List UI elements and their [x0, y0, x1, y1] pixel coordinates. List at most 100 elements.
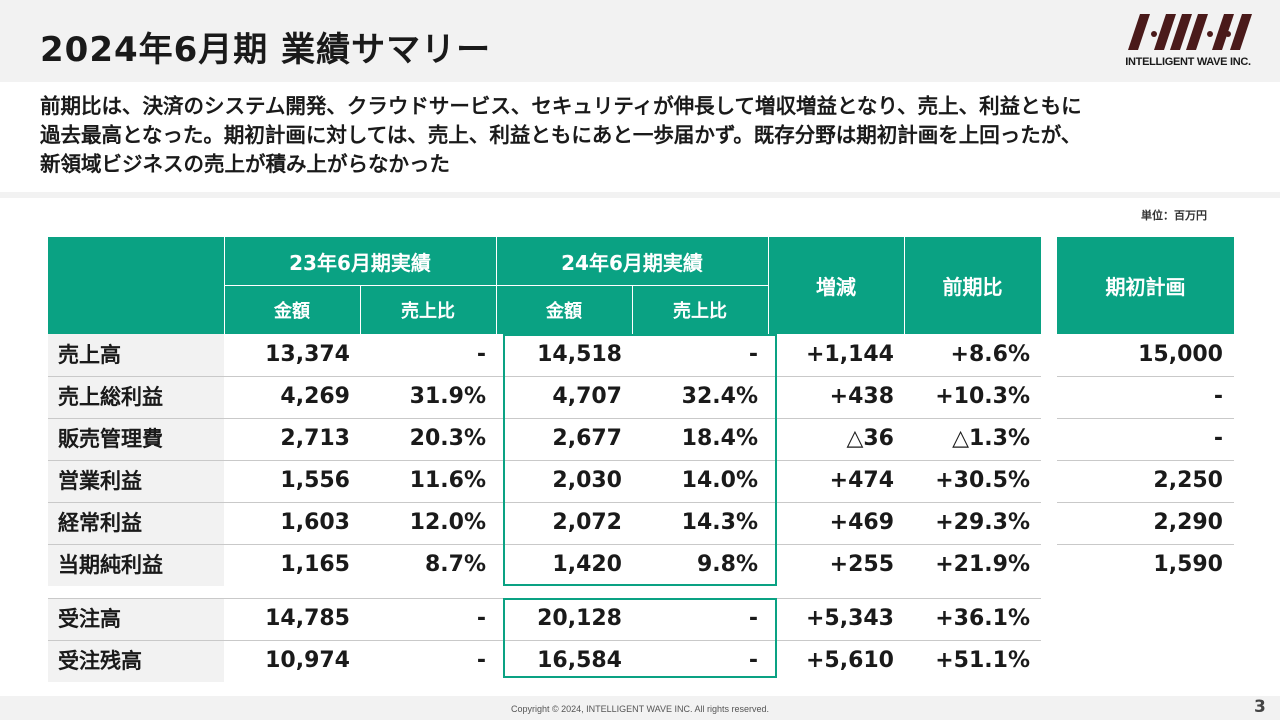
summary-line: 前期比は、決済のシステム開発、クラウドサービス、セキュリティが伸長して増収増益と… [40, 94, 1082, 118]
plan: - [1213, 384, 1223, 409]
plan: 1,590 [1153, 552, 1223, 577]
change: +5,343 [805, 606, 894, 631]
fy23-amount: 1,165 [280, 552, 350, 577]
yoy: +21.9% [935, 552, 1030, 577]
row-separator [48, 376, 1041, 377]
title-band [0, 0, 1280, 82]
logo-mark-icon [1128, 14, 1252, 50]
plan: - [1213, 426, 1223, 451]
change: △36 [846, 426, 894, 451]
header-fy24-amount: 金額 [496, 286, 632, 334]
yoy: +51.1% [935, 648, 1030, 673]
page-number: 3 [1254, 697, 1266, 717]
fy24-ratio: 32.4% [681, 384, 758, 409]
fy23-ratio: 20.3% [409, 426, 486, 451]
row-separator [48, 640, 1041, 641]
fy24-ratio: - [748, 342, 758, 367]
fy24-amount: 16,584 [537, 648, 622, 673]
page-title: 2024年6月期 業績サマリー [40, 30, 492, 70]
header-fy23-ratio: 売上比 [360, 286, 496, 334]
yoy: +36.1% [935, 606, 1030, 631]
row-separator [1057, 418, 1234, 419]
plan: 2,250 [1153, 468, 1223, 493]
header-change: 増減 [768, 237, 904, 334]
header-fy24: 24年6月期実績 [496, 237, 768, 285]
fy24-highlight-box [503, 334, 777, 586]
header-fy23-amount: 金額 [224, 286, 360, 334]
header-divider [904, 237, 905, 334]
summary-text: 前期比は、決済のシステム開発、クラウドサービス、セキュリティが伸長して増収増益と… [40, 92, 1260, 179]
row-separator [48, 502, 1041, 503]
row-separator [1057, 460, 1234, 461]
fy24-amount: 20,128 [537, 606, 622, 631]
header-divider [768, 237, 769, 334]
fy23-amount: 10,974 [265, 648, 350, 673]
row-label: 売上高 [58, 343, 121, 367]
yoy: +29.3% [935, 510, 1030, 535]
change: +255 [829, 552, 894, 577]
fy24-ratio: 9.8% [696, 552, 758, 577]
fy24-ratio: - [748, 606, 758, 631]
separator-band [0, 192, 1280, 198]
header-divider [360, 286, 361, 334]
change: +469 [829, 510, 894, 535]
row-separator [1057, 376, 1234, 377]
fy24-highlight-box [503, 598, 777, 678]
yoy: △1.3% [952, 426, 1030, 451]
fy23-ratio: 12.0% [409, 510, 486, 535]
fy23-amount: 14,785 [265, 606, 350, 631]
fy23-ratio: - [476, 606, 486, 631]
fy23-amount: 1,556 [280, 468, 350, 493]
yoy: +10.3% [935, 384, 1030, 409]
fy24-ratio: 14.0% [681, 468, 758, 493]
row-separator [48, 418, 1041, 419]
logo-wordmark: INTELLIGENT WAVE INC. [1125, 56, 1251, 68]
fy24-amount: 1,420 [552, 552, 622, 577]
plan: 15,000 [1138, 342, 1223, 367]
fy24-ratio: 14.3% [681, 510, 758, 535]
header-fy24-ratio: 売上比 [632, 286, 768, 334]
row-separator [1057, 544, 1234, 545]
unit-label: 単位：百万円 [1141, 209, 1207, 222]
header-plan: 期初計画 [1057, 237, 1234, 334]
summary-line: 過去最高となった。期初計画に対しては、売上、利益ともにあと一歩届かず。既存分野は… [40, 123, 1082, 147]
change: +438 [829, 384, 894, 409]
row-label: 受注残高 [58, 649, 142, 673]
fy24-amount: 14,518 [537, 342, 622, 367]
fy23-ratio: - [476, 648, 486, 673]
fy23-amount: 4,269 [280, 384, 350, 409]
row-label: 営業利益 [58, 469, 142, 493]
fy23-ratio: - [476, 342, 486, 367]
plan: 2,290 [1153, 510, 1223, 535]
fy23-ratio: 11.6% [409, 468, 486, 493]
row-separator [1057, 502, 1234, 503]
change: +474 [829, 468, 894, 493]
header-yoy: 前期比 [904, 237, 1041, 334]
fy23-amount: 13,374 [265, 342, 350, 367]
row-separator [48, 460, 1041, 461]
change: +1,144 [805, 342, 894, 367]
fy24-amount: 2,030 [552, 468, 622, 493]
row-separator [48, 544, 1041, 545]
fy23-ratio: 8.7% [424, 552, 486, 577]
fy24-amount: 2,677 [552, 426, 622, 451]
row-label: 受注高 [58, 607, 121, 631]
fy24-ratio: 18.4% [681, 426, 758, 451]
copyright-text: Copyright © 2024, INTELLIGENT WAVE INC. … [510, 704, 770, 714]
header-fy23: 23年6月期実績 [224, 237, 496, 285]
yoy: +8.6% [950, 342, 1030, 367]
fy23-amount: 1,603 [280, 510, 350, 535]
company-logo: INTELLIGENT WAVE INC. [1118, 10, 1258, 72]
row-label: 売上総利益 [58, 385, 163, 409]
summary-line: 新領域ビジネスの売上が積み上がらなかった [40, 152, 450, 176]
row-label: 当期純利益 [58, 553, 163, 577]
row-label: 経常利益 [58, 511, 142, 535]
row-label: 販売管理費 [58, 427, 163, 451]
header-divider [632, 286, 633, 334]
fy24-ratio: - [748, 648, 758, 673]
footer-band [0, 696, 1280, 720]
yoy: +30.5% [935, 468, 1030, 493]
fy24-amount: 4,707 [552, 384, 622, 409]
fy23-ratio: 31.9% [409, 384, 486, 409]
fy24-amount: 2,072 [552, 510, 622, 535]
